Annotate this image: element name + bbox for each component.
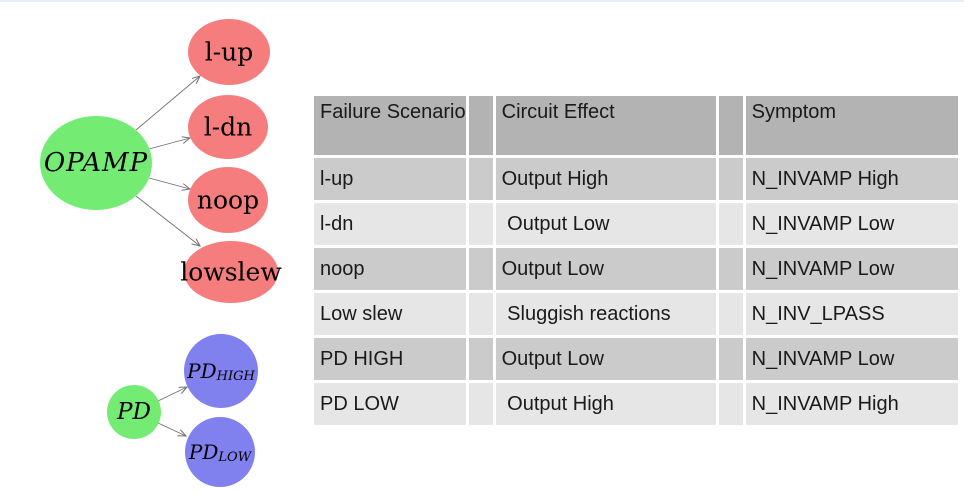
cell-scenario: l-up (314, 158, 466, 200)
node-pdlow-label-base: PD (188, 440, 219, 464)
fault-tree-diagram: OPAMP l-up l-dn noop lowslew PD PDHIGH P… (40, 19, 282, 487)
cell-scenario: PD LOW (314, 383, 466, 425)
cell-symptom: N_INVAMP High (745, 158, 958, 200)
table-row: Low slew Sluggish reactions N_INV_LPASS (314, 293, 958, 335)
node-lowslew-label: lowslew (180, 258, 282, 287)
spacer-cell (468, 338, 493, 380)
cell-scenario: l-dn (314, 203, 466, 245)
header-spacer-1 (468, 96, 493, 155)
spacer-cell (718, 383, 743, 425)
failure-scenario-table: Failure Scenario Circuit Effect Symptom … (311, 93, 961, 428)
node-pdlow-label: PDLOW (188, 440, 253, 465)
node-pdhigh-label-sub: HIGH (216, 369, 256, 384)
cell-effect: Output High (495, 383, 716, 425)
node-pdlow (185, 417, 255, 487)
cell-effect: Sluggish reactions (495, 293, 716, 335)
spacer-cell (718, 338, 743, 380)
edge-opamp-ldn (148, 138, 190, 150)
edge-opamp-noop (148, 177, 190, 189)
spacer-cell (468, 158, 493, 200)
edge-opamp-lup (135, 76, 200, 131)
edge-pd-pdhigh (157, 387, 187, 402)
cell-effect: Output Low (495, 203, 716, 245)
spacer-cell (718, 248, 743, 290)
node-lup-label: l-up (205, 38, 254, 67)
table-row: PD HIGH Output Low N_INVAMP Low (314, 338, 958, 380)
cell-symptom: N_INVAMP Low (745, 248, 958, 290)
cell-effect: Output Low (495, 338, 716, 380)
table-row: noop Output Low N_INVAMP Low (314, 248, 958, 290)
node-noop-label: noop (197, 186, 259, 215)
opamp-edges (135, 76, 200, 246)
cell-effect: Output High (495, 158, 716, 200)
node-opamp (40, 116, 152, 210)
edge-pd-pdlow (157, 422, 186, 436)
node-pd (107, 385, 161, 439)
node-pdlow-label-sub: LOW (217, 450, 252, 465)
edge-opamp-lowslew (135, 195, 200, 246)
spacer-cell (468, 293, 493, 335)
node-lowslew (184, 241, 278, 303)
header-circuit-effect: Circuit Effect (495, 96, 716, 155)
cell-scenario: noop (314, 248, 466, 290)
spacer-cell (718, 158, 743, 200)
node-noop (188, 167, 268, 233)
table-row: l-up Output High N_INVAMP High (314, 158, 958, 200)
spacer-cell (468, 383, 493, 425)
node-ldn (188, 95, 268, 159)
cell-symptom: N_INVAMP Low (745, 203, 958, 245)
spacer-cell (718, 293, 743, 335)
spacer-cell (468, 203, 493, 245)
cell-symptom: N_INV_LPASS (745, 293, 958, 335)
cell-symptom: N_INVAMP High (745, 383, 958, 425)
spacer-cell (718, 203, 743, 245)
table-header-row: Failure Scenario Circuit Effect Symptom (314, 96, 958, 155)
header-failure-scenario: Failure Scenario (314, 96, 466, 155)
pd-edges (157, 387, 187, 436)
cell-effect: Output Low (495, 248, 716, 290)
cell-scenario: Low slew (314, 293, 466, 335)
node-pd-label: PD (116, 399, 151, 425)
table-row: PD LOW Output High N_INVAMP High (314, 383, 958, 425)
node-pdhigh-label-base: PD (186, 359, 217, 383)
table-row: l-dn Output Low N_INVAMP Low (314, 203, 958, 245)
header-symptom: Symptom (745, 96, 958, 155)
node-pdhigh-label: PDHIGH (186, 359, 255, 384)
node-lup (188, 19, 270, 85)
cell-symptom: N_INVAMP Low (745, 338, 958, 380)
header-spacer-2 (718, 96, 743, 155)
node-ldn-label: l-dn (204, 113, 253, 142)
spacer-cell (468, 248, 493, 290)
window-top-edge (0, 0, 964, 2)
cell-scenario: PD HIGH (314, 338, 466, 380)
node-opamp-label: OPAMP (44, 148, 148, 178)
node-pdhigh (184, 334, 258, 408)
